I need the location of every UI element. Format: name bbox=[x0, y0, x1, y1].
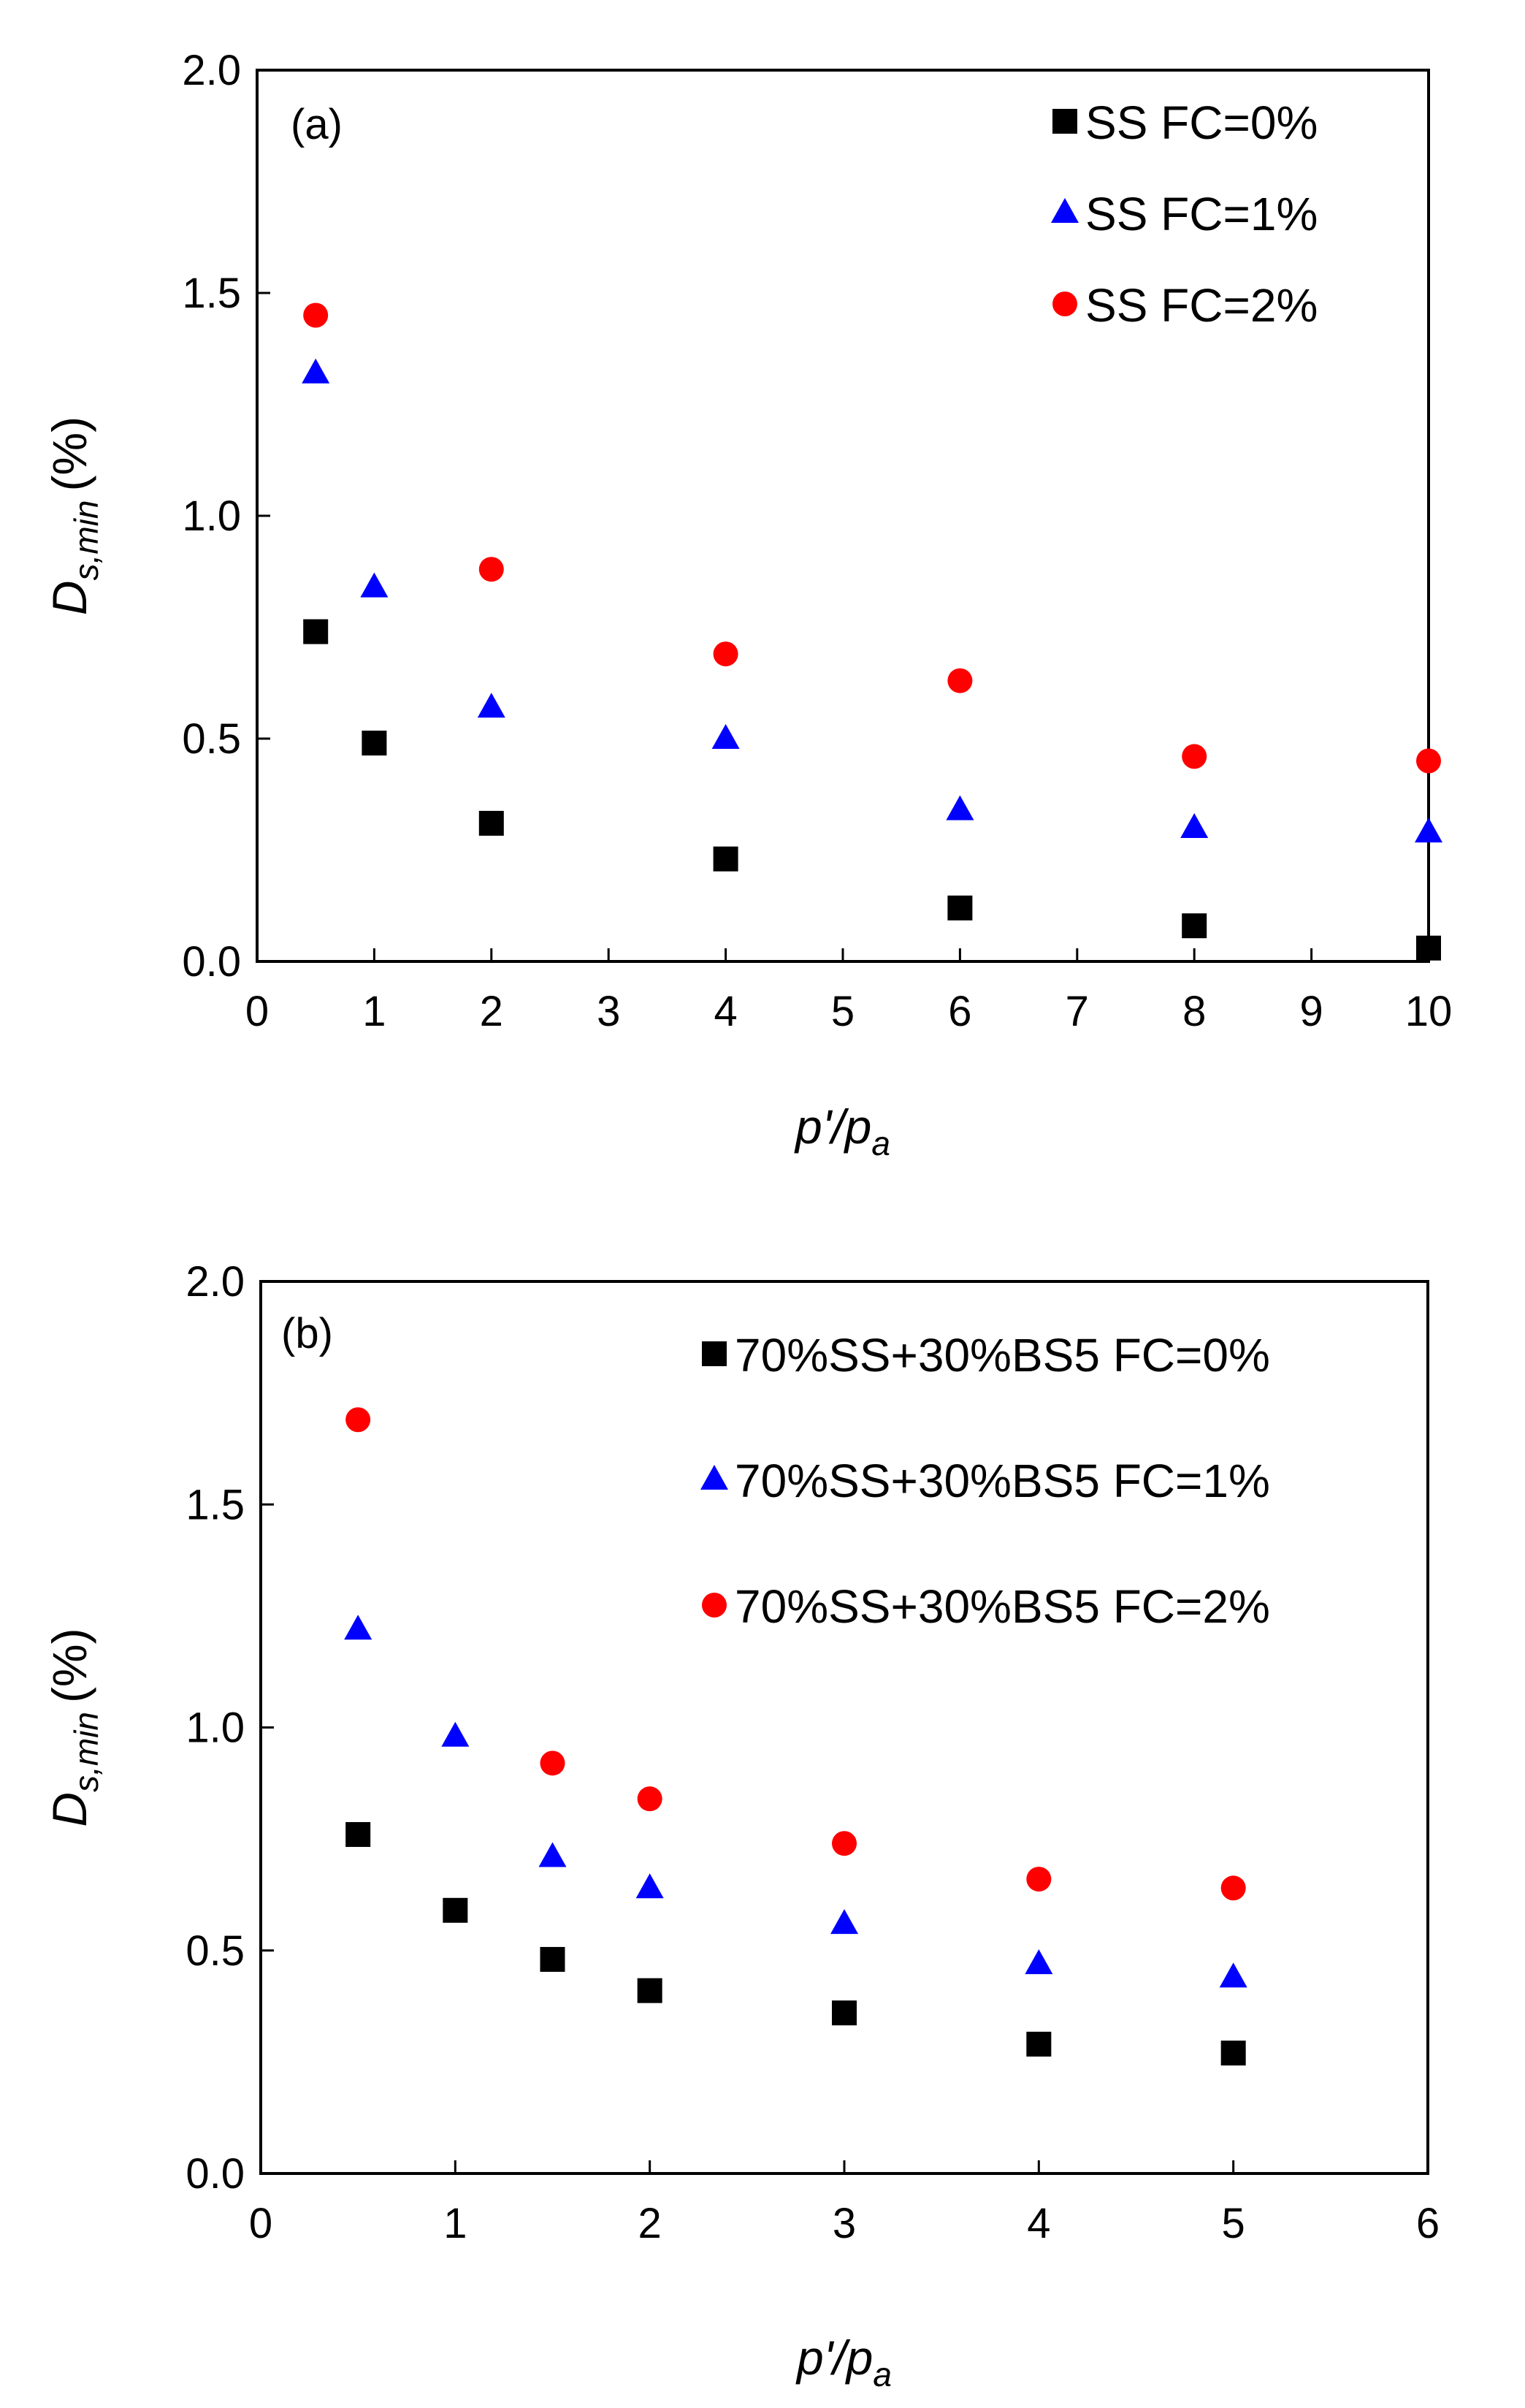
y-tick-label: 0.5 bbox=[186, 1927, 245, 1975]
series-circle-points bbox=[303, 302, 1441, 774]
x-tick-label: 1 bbox=[362, 988, 386, 1035]
y-axis-title: Ds,min(%) bbox=[42, 1628, 105, 1826]
legend-marker bbox=[1051, 198, 1079, 223]
data-point bbox=[477, 693, 505, 718]
y-tick-label: 0.0 bbox=[186, 2150, 245, 2198]
x-tick-label: 6 bbox=[948, 988, 971, 1035]
x-tick-label: 3 bbox=[597, 988, 620, 1035]
x-tick-label: 9 bbox=[1299, 988, 1323, 1035]
data-point bbox=[345, 1822, 371, 1848]
data-point bbox=[635, 1873, 664, 1899]
data-point bbox=[344, 1615, 372, 1640]
y-tick-label: 0.5 bbox=[182, 715, 241, 763]
x-tick-label: 0 bbox=[245, 988, 269, 1035]
data-point bbox=[1180, 813, 1209, 838]
data-point bbox=[1219, 1962, 1247, 1988]
series-square-points bbox=[345, 1822, 1246, 2066]
data-point bbox=[947, 668, 973, 693]
y-tick-label: 1.0 bbox=[182, 492, 241, 540]
y-tick-label: 2.0 bbox=[186, 1258, 245, 1306]
plot-area-frame bbox=[259, 1280, 1429, 2175]
data-point bbox=[832, 2000, 857, 2026]
data-point bbox=[478, 557, 504, 582]
x-axis-title: p'/pa bbox=[795, 2331, 892, 2393]
legend-marker bbox=[700, 1465, 728, 1490]
data-point bbox=[303, 302, 329, 328]
data-point bbox=[1220, 2041, 1246, 2066]
data-point bbox=[713, 846, 738, 872]
data-point bbox=[478, 810, 504, 836]
data-point bbox=[1025, 1949, 1053, 1975]
y-tick-label: 1.5 bbox=[182, 270, 241, 317]
x-tick-label: 6 bbox=[1416, 2200, 1440, 2247]
data-point bbox=[1182, 744, 1207, 769]
x-tick-label: 4 bbox=[1027, 2200, 1050, 2247]
data-point bbox=[1416, 748, 1441, 774]
data-point bbox=[362, 731, 387, 756]
data-point bbox=[1415, 818, 1442, 843]
legend-marker bbox=[1052, 292, 1077, 316]
chart-panel-b: 0 1 2 3 4 5 6 0.0 0.5 1.0 1.5 2.0 70%SS+30%BS5 FC=0%… bbox=[42, 1258, 1440, 2393]
legend-label: 70%SS+30%BS5 FC=2% bbox=[735, 1580, 1270, 1633]
legend-label: 70%SS+30%BS5 FC=0% bbox=[735, 1329, 1270, 1382]
data-point bbox=[1182, 913, 1207, 939]
series-circle-points bbox=[345, 1407, 1246, 1901]
x-tick-label: 5 bbox=[831, 988, 855, 1035]
legend-label: SS FC=1% bbox=[1085, 188, 1318, 240]
data-point bbox=[830, 1909, 858, 1935]
legend-marker bbox=[702, 1593, 727, 1618]
legend-label: SS FC=0% bbox=[1085, 96, 1318, 149]
x-axis-title: p'/pa bbox=[794, 1100, 890, 1162]
data-point bbox=[443, 1897, 468, 1923]
x-tick-label: 4 bbox=[714, 988, 737, 1035]
data-point bbox=[711, 724, 740, 749]
legend: SS FC=0% SS FC=1% SS FC=2% bbox=[1051, 96, 1318, 332]
y-axis-title: Ds,min(%) bbox=[42, 416, 105, 615]
y-tick-label: 1.0 bbox=[186, 1704, 245, 1752]
y-tick-label: 0.0 bbox=[182, 938, 241, 986]
y-tick-label: 1.5 bbox=[186, 1481, 245, 1528]
legend: 70%SS+30%BS5 FC=0% 70%SS+30%BS5 FC=1% 70%S… bbox=[700, 1329, 1270, 1633]
x-tick-label: 0 bbox=[249, 2200, 272, 2247]
data-point bbox=[540, 1946, 565, 1972]
data-point bbox=[713, 641, 738, 667]
data-point bbox=[1026, 1867, 1052, 1892]
data-point bbox=[302, 358, 330, 384]
panel-label: (a) bbox=[291, 101, 343, 148]
data-point bbox=[345, 1407, 371, 1433]
data-point bbox=[947, 895, 973, 921]
panel-label: (b) bbox=[281, 1310, 333, 1357]
series-triangle-points bbox=[344, 1615, 1247, 1988]
data-point bbox=[637, 1978, 662, 2003]
data-point bbox=[538, 1842, 567, 1867]
x-tick-label: 2 bbox=[480, 988, 503, 1035]
data-point bbox=[303, 619, 329, 644]
data-point bbox=[1416, 935, 1441, 961]
x-tick-label: 1 bbox=[443, 2200, 467, 2247]
x-tick-label: 2 bbox=[638, 2200, 662, 2247]
legend-marker bbox=[702, 1341, 727, 1366]
x-tick-label: 8 bbox=[1182, 988, 1206, 1035]
legend-label: SS FC=2% bbox=[1085, 279, 1318, 332]
data-point bbox=[946, 795, 974, 820]
x-tick-label: 3 bbox=[833, 2200, 856, 2247]
legend-label: 70%SS+30%BS5 FC=1% bbox=[735, 1455, 1270, 1507]
data-point bbox=[832, 1831, 857, 1856]
series-triangle-points bbox=[302, 358, 1442, 843]
data-point bbox=[540, 1750, 565, 1776]
data-point bbox=[360, 572, 389, 598]
x-tick-label: 10 bbox=[1405, 988, 1453, 1035]
chart-panel-a: 0 1 2 3 4 5 6 7 8 9 100.00.51.01.52.0SS FC=0%SS FC… bbox=[42, 47, 1452, 1162]
y-tick-label: 2.0 bbox=[182, 47, 241, 94]
data-point bbox=[441, 1721, 470, 1747]
x-tick-label: 7 bbox=[1066, 988, 1089, 1035]
legend-marker bbox=[1052, 109, 1077, 134]
data-point bbox=[637, 1786, 662, 1812]
series-square-points bbox=[303, 619, 1441, 961]
data-point bbox=[1026, 2031, 1052, 2057]
x-tick-label: 5 bbox=[1222, 2200, 1245, 2247]
data-point bbox=[1220, 1875, 1246, 1901]
